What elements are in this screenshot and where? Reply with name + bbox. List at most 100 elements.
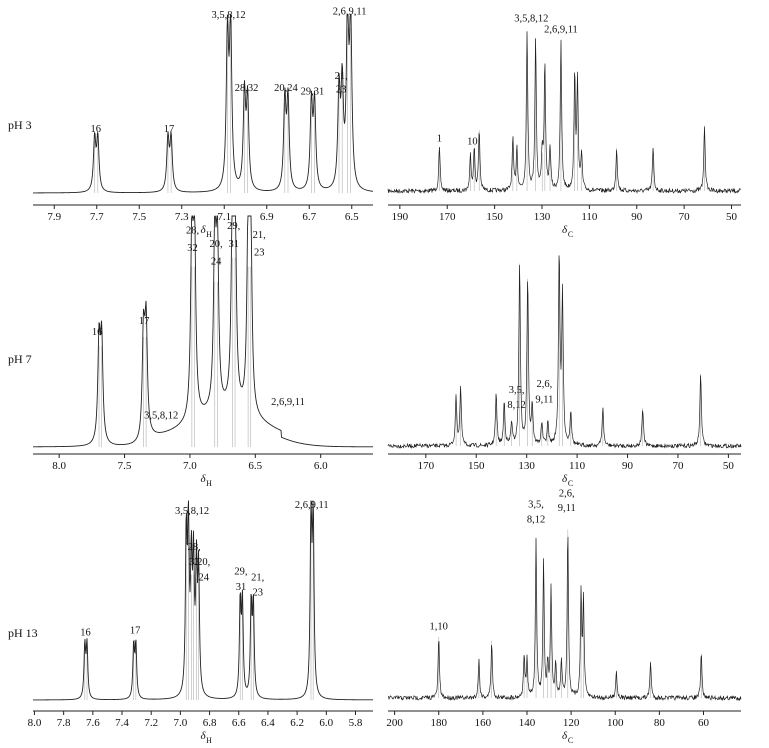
c-ph7-x-axis-label-sub: C <box>568 479 573 488</box>
h-ph13-x-axis-label: δ <box>200 730 206 742</box>
h-ph3-tick-label-0: 7.9 <box>47 211 61 223</box>
c-ph3-tick-label-4: 110 <box>581 211 598 223</box>
h-ph7-annotation-3: 28, <box>186 226 199 237</box>
c-ph13-tick-label-7: 60 <box>698 717 710 729</box>
c-ph7-tick-label-0: 170 <box>418 460 435 472</box>
h-ph7-annotation-6: 24 <box>211 256 222 267</box>
h-ph13-tick-label-2: 7.6 <box>86 717 100 729</box>
h-ph13-annotation-1: 17 <box>130 626 141 637</box>
h-ph3-annotation-3: 28,32 <box>235 83 259 94</box>
c-ph7-spectrum-trace <box>387 255 742 450</box>
c-ph13-x-axis-label-sub: C <box>568 736 573 745</box>
c-ph3-tick-label-5: 90 <box>631 211 643 223</box>
h-ph3-tick-label-6: 6.7 <box>302 211 316 223</box>
h-ph7-annotation-0: 16 <box>92 327 103 338</box>
h-ph13-tick-label-3: 7.4 <box>115 717 129 729</box>
c-ph13-annotation-2: 8,12 <box>527 514 545 525</box>
h-ph13-annotation-7: 29, <box>234 567 247 578</box>
h-ph7-spectrum-trace <box>32 215 373 448</box>
c-ph7-tick-label-6: 50 <box>723 460 735 472</box>
h-ph7-x-axis-label: δ <box>200 473 206 485</box>
h-ph7-tick-label-4: 6.0 <box>314 460 328 472</box>
h-ph13-tick-label-8: 6.4 <box>261 717 275 729</box>
c-ph3-tick-label-7: 50 <box>726 211 738 223</box>
h-ph3-tick-label-5: 6.9 <box>260 211 274 223</box>
h-ph13-annotation-6: 24 <box>198 572 209 583</box>
h-ph13-tick-label-6: 6.8 <box>203 717 217 729</box>
c-ph3-x-axis-label: δ <box>562 224 568 236</box>
h-ph7-tick-label-3: 6.5 <box>248 460 262 472</box>
h-ph7-annotation-4: 32 <box>187 243 198 254</box>
h-ph13-annotation-10: 23 <box>252 588 263 599</box>
c-ph13-x-axis-label: δ <box>562 730 568 742</box>
h-ph13-tick-label-1: 7.8 <box>57 717 71 729</box>
c-ph3-annotation-0: 1 <box>437 133 442 144</box>
h-ph3-annotation-1: 17 <box>164 124 175 135</box>
c-ph7-annotation-2: 2,6, <box>536 379 552 390</box>
h-ph3-spectrum-trace <box>32 14 374 194</box>
h-ph13-annotation-3: 28, <box>188 542 201 553</box>
row-label-ph7: pH 7 <box>8 352 32 366</box>
h-ph13-annotation-11: 2,6,9,11 <box>295 500 329 511</box>
h-ph3-tick-label-7: 6.5 <box>345 211 359 223</box>
h-ph3-annotation-8: 2,6,9,11 <box>333 7 367 18</box>
h-ph7-annotation-11: 2,6,9,11 <box>271 397 305 408</box>
h-ph7-annotation-1: 17 <box>139 316 150 327</box>
h-ph13-annotation-9: 21, <box>251 572 264 583</box>
row-label-ph3: pH 3 <box>8 118 32 132</box>
c-ph3-tick-label-3: 130 <box>534 211 551 223</box>
h-ph13-tick-label-5: 7.0 <box>174 717 188 729</box>
h-ph13-annotation-8: 31 <box>236 582 247 593</box>
h-ph7-annotation-5: 20, <box>210 239 223 250</box>
c-ph3-x-axis-label-sub: C <box>568 230 573 239</box>
h-ph13-tick-label-4: 7.2 <box>144 717 158 729</box>
h-ph13-annotation-4: 32 <box>189 557 200 568</box>
h-ph3-annotation-4: 20,24 <box>274 83 298 94</box>
h-ph3-tick-label-4: 7.1 <box>217 211 231 223</box>
h-ph13-tick-label-10: 6.0 <box>319 717 333 729</box>
h-ph7-x-axis-label-sub: H <box>206 479 212 488</box>
h-ph3-tick-label-3: 7.3 <box>175 211 189 223</box>
h-ph3-annotation-2: 3,5,8,12 <box>211 10 245 21</box>
c-ph7-tick-label-2: 130 <box>518 460 535 472</box>
h-ph3-x-axis-label-sub: H <box>206 230 212 239</box>
c-ph13-tick-label-3: 140 <box>519 717 536 729</box>
h-ph13-annotation-5: 20, <box>197 557 210 568</box>
c-ph7-tick-label-5: 70 <box>672 460 684 472</box>
h-ph13-x-axis-label-sub: H <box>206 736 212 745</box>
h-ph13-tick-label-0: 8.0 <box>28 717 42 729</box>
row-label-ph13: pH 13 <box>8 626 38 640</box>
h-ph7-tick-label-2: 7.0 <box>183 460 197 472</box>
c-ph13-spectrum-trace <box>387 536 742 702</box>
h-ph7-annotation-9: 21, <box>253 230 266 241</box>
c-ph13-annotation-4: 9,11 <box>558 503 576 514</box>
h-ph3-x-axis-label: δ <box>200 224 206 236</box>
h-ph7-annotation-10: 23 <box>254 248 265 259</box>
c-ph7-x-axis-label: δ <box>562 473 568 485</box>
h-ph13-tick-label-11: 5.8 <box>349 717 363 729</box>
c-ph13-tick-label-5: 100 <box>607 717 624 729</box>
h-ph3-annotation-5: 29,31 <box>301 86 325 97</box>
c-ph3-tick-label-0: 190 <box>392 211 409 223</box>
h-ph3-tick-label-2: 7.5 <box>132 211 146 223</box>
c-ph7-annotation-0: 3,5, <box>509 385 525 396</box>
c-ph3-spectrum-trace <box>387 31 742 194</box>
c-ph13-tick-label-2: 160 <box>475 717 492 729</box>
h-ph13-annotation-2: 3,5,8,12 <box>175 506 209 517</box>
h-ph7-tick-label-0: 8.0 <box>52 460 66 472</box>
c-ph7-annotation-3: 9,11 <box>535 394 553 405</box>
h-ph13-annotation-0: 16 <box>80 627 91 638</box>
h-ph7-annotation-2: 3,5,8,12 <box>144 410 178 421</box>
h-ph3-annotation-7: 23 <box>336 85 347 96</box>
c-ph13-annotation-3: 2,6, <box>559 488 575 499</box>
c-ph13-annotation-0: 1,10 <box>430 622 448 633</box>
c-ph3-annotation-2: 3,5,8,12 <box>514 13 548 24</box>
c-ph3-annotation-1: 10 <box>467 137 478 148</box>
c-ph7-tick-label-4: 90 <box>622 460 634 472</box>
c-ph7-tick-label-1: 150 <box>468 460 485 472</box>
c-ph7-annotation-1: 8,12 <box>507 400 525 411</box>
c-ph13-tick-label-6: 80 <box>654 717 666 729</box>
h-ph3-tick-label-1: 7.7 <box>90 211 104 223</box>
c-ph3-annotation-3: 2,6,9,11 <box>544 25 578 36</box>
